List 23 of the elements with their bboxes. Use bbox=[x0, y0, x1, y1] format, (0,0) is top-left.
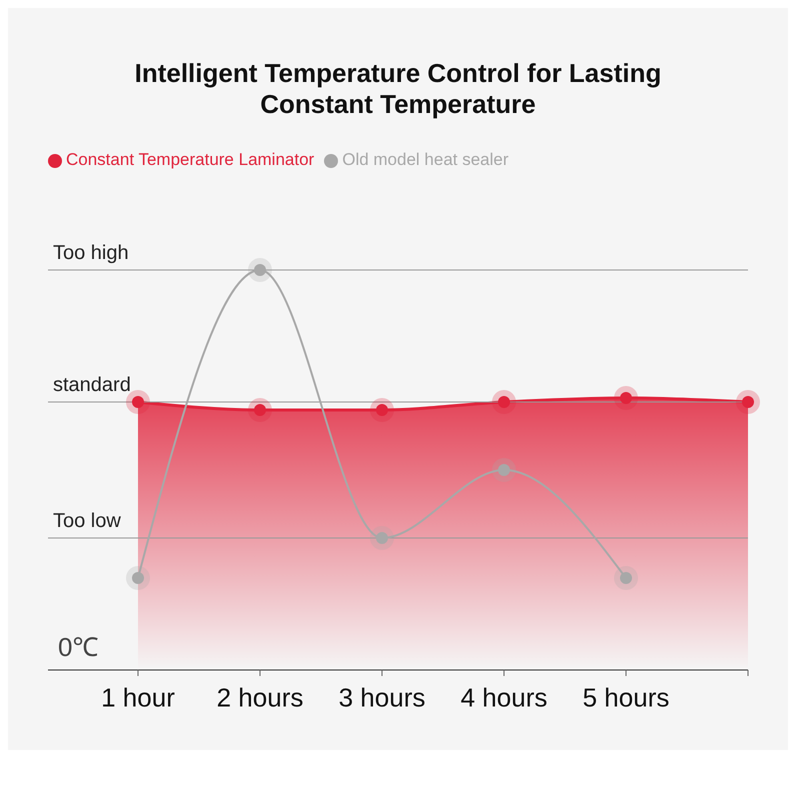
point bbox=[492, 458, 516, 482]
legend-label: Old model heat sealer bbox=[342, 150, 509, 169]
chart-title: Intelligent Temperature Control for Lasting Constant Temperature bbox=[134, 57, 662, 121]
ref-line-label: Too high bbox=[53, 242, 129, 264]
ref-line-label: standard bbox=[53, 374, 131, 396]
point bbox=[492, 390, 516, 414]
annotation: 0℃ bbox=[58, 631, 98, 664]
x-tick-label: 5 hours bbox=[582, 682, 670, 712]
point bbox=[126, 390, 150, 414]
point bbox=[248, 398, 272, 422]
x-tick-label: 4 hours bbox=[460, 682, 548, 712]
point bbox=[370, 526, 394, 550]
point bbox=[736, 390, 760, 414]
point bbox=[126, 566, 150, 590]
point bbox=[370, 398, 394, 422]
point bbox=[614, 386, 638, 410]
x-tick-label: 3 hours bbox=[338, 682, 426, 712]
point bbox=[614, 566, 638, 590]
legend-label: Constant Temperature Laminator bbox=[66, 150, 314, 169]
point bbox=[248, 258, 272, 282]
ref-line-label: Too low bbox=[53, 510, 122, 532]
x-tick-label: 2 hours bbox=[216, 682, 304, 712]
x-tick-label: 1 hour bbox=[101, 682, 176, 712]
